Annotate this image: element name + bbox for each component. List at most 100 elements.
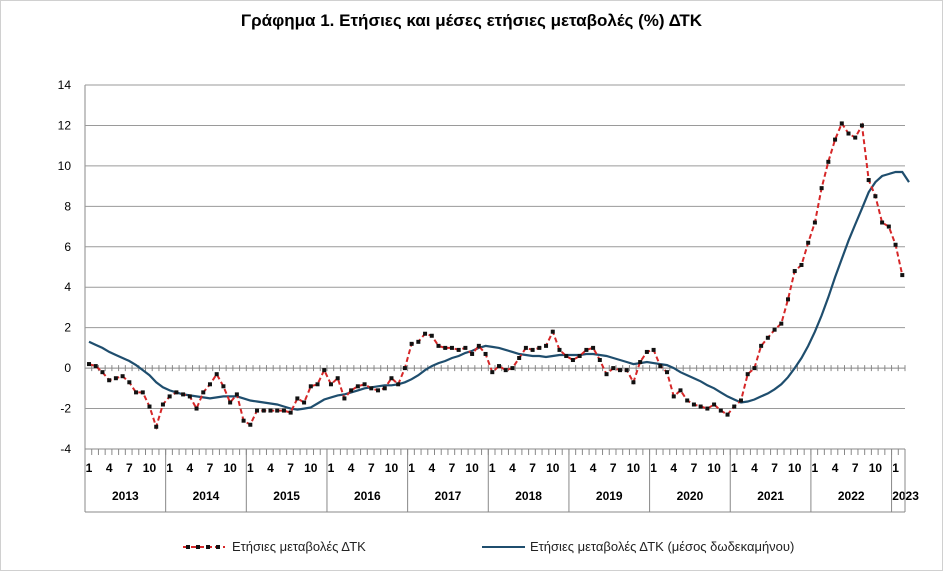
month-tick-label: 1	[892, 461, 899, 475]
data-point	[826, 159, 831, 164]
month-tick-label: 7	[126, 461, 133, 475]
data-point	[160, 402, 165, 407]
year-label: 2020	[677, 489, 704, 503]
data-point	[497, 364, 501, 369]
data-point	[597, 358, 602, 363]
data-point	[631, 380, 636, 385]
data-point	[483, 351, 488, 356]
month-tick-label: 4	[509, 461, 516, 475]
data-point	[624, 368, 629, 373]
data-point	[349, 388, 354, 393]
y-tick-label: 12	[58, 118, 72, 132]
data-point	[409, 341, 414, 346]
data-point	[416, 339, 421, 344]
data-point	[207, 382, 212, 387]
y-tick-label: 6	[64, 240, 71, 254]
y-tick-label: 2	[64, 321, 71, 335]
data-point	[738, 398, 743, 403]
data-point	[577, 353, 582, 358]
data-point	[248, 422, 253, 427]
data-point	[846, 131, 851, 136]
data-point	[389, 376, 394, 381]
data-point	[772, 327, 777, 332]
data-point	[127, 380, 132, 385]
data-point	[893, 242, 898, 247]
y-tick-label: -2	[60, 402, 71, 416]
data-point	[779, 321, 784, 326]
month-tick-label: 4	[267, 461, 274, 475]
data-point	[591, 345, 596, 350]
data-point	[423, 331, 428, 336]
data-point	[651, 347, 656, 352]
data-point	[752, 366, 757, 371]
data-point	[880, 220, 885, 225]
data-point	[113, 376, 118, 381]
series-line-annual	[88, 121, 904, 431]
month-tick-label: 1	[812, 461, 819, 475]
data-point	[315, 382, 320, 387]
data-point	[678, 388, 683, 393]
month-tick-label: 7	[852, 461, 859, 475]
data-point	[866, 178, 871, 183]
data-point	[604, 372, 609, 377]
data-point	[87, 362, 91, 367]
data-point	[376, 388, 381, 393]
data-point	[470, 351, 475, 356]
month-tick-label: 7	[529, 461, 536, 475]
data-point	[806, 240, 811, 245]
grid-lines	[84, 84, 906, 450]
month-tick-label: 10	[869, 461, 883, 475]
data-point	[759, 343, 764, 348]
month-tick-label: 10	[143, 461, 157, 475]
month-tick-label: 10	[627, 461, 641, 475]
month-tick-label: 10	[707, 461, 721, 475]
data-point	[120, 374, 125, 379]
data-point	[691, 402, 696, 407]
data-point	[181, 392, 186, 397]
month-tick-label: 10	[304, 461, 318, 475]
legend-label-annual: Ετήσιες μεταβολές ΔΤΚ	[232, 539, 366, 554]
data-point	[859, 123, 864, 128]
year-label: 2014	[193, 489, 220, 503]
year-label: 2016	[354, 489, 381, 503]
data-point	[523, 345, 528, 350]
y-tick-label: 0	[64, 361, 71, 375]
data-point	[530, 347, 535, 352]
month-tick-label: 1	[166, 461, 173, 475]
year-label: 2023	[892, 489, 919, 503]
data-point	[194, 406, 199, 411]
data-point	[799, 262, 804, 267]
data-point	[140, 390, 145, 395]
y-tick-label: 4	[64, 280, 71, 294]
data-point	[429, 333, 434, 338]
data-point	[698, 404, 703, 409]
month-tick-label: 1	[489, 461, 496, 475]
data-point	[490, 370, 495, 375]
data-point	[557, 347, 562, 352]
data-point	[819, 186, 824, 191]
data-point	[154, 424, 159, 429]
month-tick-label: 10	[465, 461, 479, 475]
data-point	[456, 347, 461, 352]
data-point	[570, 358, 575, 363]
data-point	[725, 412, 730, 417]
year-label: 2018	[515, 489, 542, 503]
legend-label-average: Ετήσιες μεταβολές ΔΤΚ (μέσος δωδεκαμήνου…	[530, 539, 794, 554]
series-group	[87, 121, 910, 431]
data-point	[839, 121, 844, 126]
month-tick-label: 1	[328, 461, 335, 475]
data-point	[355, 384, 360, 389]
month-tick-label: 4	[428, 461, 435, 475]
data-point	[275, 408, 280, 413]
month-tick-label: 1	[731, 461, 738, 475]
data-point	[638, 360, 643, 365]
data-point	[449, 345, 454, 350]
month-tick-label: 4	[751, 461, 758, 475]
data-point	[705, 406, 710, 411]
data-point	[443, 345, 448, 350]
data-point	[234, 392, 239, 397]
data-point	[402, 366, 407, 371]
data-point	[476, 343, 481, 348]
data-point	[833, 137, 838, 142]
